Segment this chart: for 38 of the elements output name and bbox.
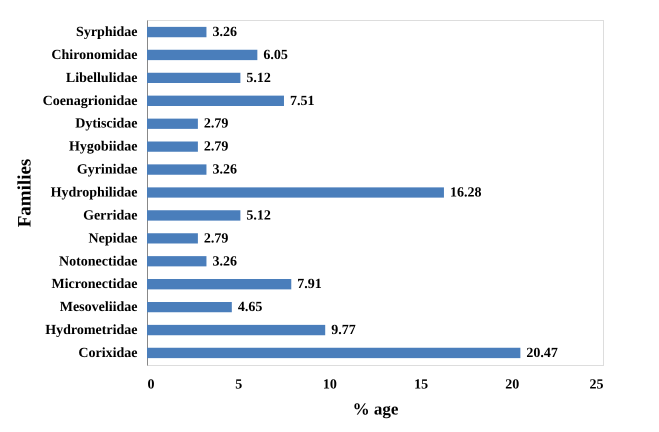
y-tick-label: Micronectidae: [51, 277, 138, 292]
data-label: 3.26: [212, 25, 237, 40]
y-tick-label: Gyrinidae: [76, 162, 138, 178]
data-label: 2.79: [204, 140, 228, 155]
y-tick-label: Gerridae: [83, 208, 138, 224]
y-tick-label: Libellulidae: [66, 70, 138, 86]
data-label: 5.12: [246, 70, 271, 86]
y-tick-label: Coenagrionidae: [42, 94, 138, 109]
data-label: 3.26: [212, 254, 237, 270]
y-tick-label: Syrphidae: [76, 25, 138, 40]
data-label: 3.26: [212, 162, 237, 178]
data-label: 6.05: [263, 48, 288, 63]
data-label: 4.65: [238, 300, 262, 316]
y-tick-label: Mesoveliidae: [60, 300, 138, 316]
data-label: 7.51: [290, 94, 314, 109]
y-tick-label: Hygobiidae: [69, 140, 138, 155]
x-tick-label: 20: [505, 378, 520, 392]
data-label: 2.79: [204, 116, 228, 132]
x-tick-label: 15: [414, 378, 428, 392]
y-tick-label: Corixidae: [78, 346, 138, 361]
data-label: 16.28: [450, 186, 482, 200]
x-tick-label: 5: [235, 378, 242, 392]
x-tick-label: 10: [322, 378, 337, 392]
data-label: 5.12: [246, 208, 271, 224]
y-tick-label: Dytiscidae: [75, 116, 138, 132]
y-axis-title: Families: [14, 158, 36, 228]
y-tick-label: Notonectidae: [58, 254, 138, 270]
data-label: 9.77: [331, 323, 356, 338]
x-axis-title: % age: [352, 400, 399, 418]
y-tick-label: Hydrophilidae: [50, 186, 138, 200]
y-tick-label: Nepidae: [88, 231, 138, 246]
data-label: 2.79: [204, 231, 228, 246]
y-tick-label: Chironomidae: [51, 48, 138, 63]
x-tick-label: 0: [148, 378, 154, 392]
y-tick-label: Hydrometridae: [45, 323, 138, 338]
x-tick-label: 25: [590, 378, 604, 392]
data-label: 7.91: [297, 277, 322, 292]
data-label: 20.47: [526, 346, 558, 361]
